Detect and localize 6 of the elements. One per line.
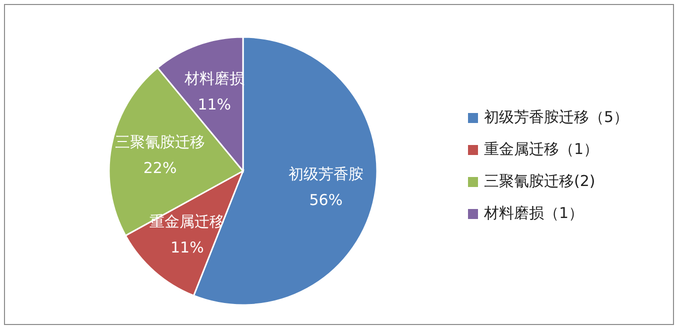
legend-label: 材料磨损（1） — [483, 204, 584, 222]
data-label: 初级芳香胺 56% — [288, 164, 364, 209]
data-label: 三聚氰胺迁移 22% — [115, 133, 206, 178]
legend-label: 重金属迁移（1） — [484, 140, 599, 158]
legend-label: 初级芳香胺迁移（5） — [484, 108, 629, 126]
legend-label: 三聚氰胺迁移(2) — [484, 172, 596, 190]
